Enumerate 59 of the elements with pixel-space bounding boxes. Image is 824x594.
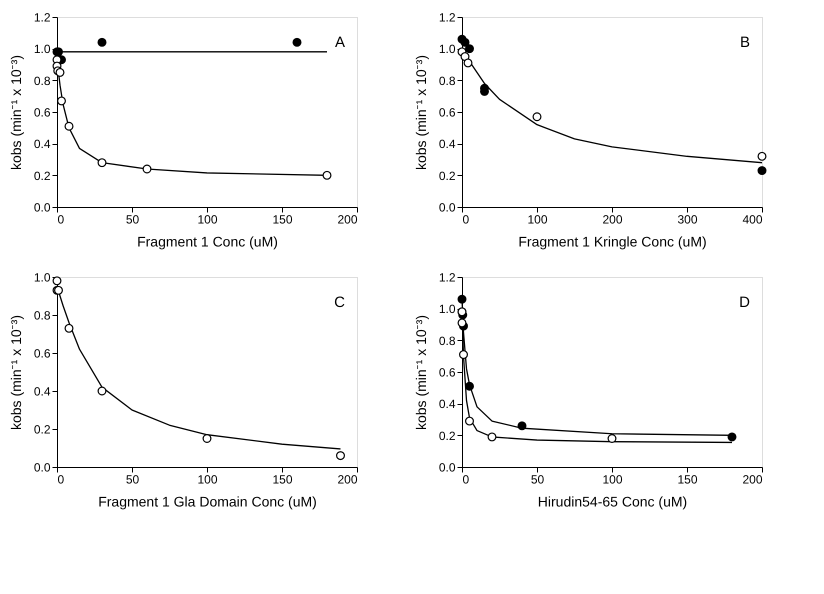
y-tick-label: 0.0 <box>438 200 456 214</box>
x-tick-label: 50 <box>126 472 140 486</box>
y-tick-label: 1.2 <box>438 270 456 284</box>
y-tick-label: 0.6 <box>34 346 51 360</box>
annotation: C <box>334 294 346 311</box>
y-tick-label: 0.4 <box>438 137 456 152</box>
annotation: A <box>334 34 345 51</box>
x-tick-label: 200 <box>742 472 763 486</box>
x-tick-label: 200 <box>337 472 358 486</box>
y-axis-title: kobs (min⁻¹ x 10⁻³) <box>8 54 24 170</box>
x-tick-label: 0 <box>462 212 470 226</box>
y-axis-title: kobs (min⁻¹ x 10⁻³) <box>8 314 24 430</box>
y-tick-label: 0.6 <box>438 106 456 120</box>
y-tick-label: 0.6 <box>438 366 456 380</box>
y-tick-label: 0.0 <box>34 460 51 474</box>
y-tick-label: 1.2 <box>34 10 51 24</box>
y-tick-label: 0.0 <box>438 460 456 474</box>
x-tick-label: 200 <box>602 212 623 226</box>
x-tick-label: 300 <box>677 212 698 226</box>
x-axis-title: Fragment 1 Gla Domain Conc (uM) <box>98 494 317 510</box>
y-tick-label: 0.2 <box>438 168 456 183</box>
x-tick-label: 100 <box>197 212 218 226</box>
y-tick-label: 0.8 <box>34 74 51 88</box>
y-axis-title: kobs (min⁻¹ x 10⁻³) <box>412 314 429 430</box>
x-tick-label: 0 <box>58 212 64 226</box>
y-tick-label: 0.0 <box>34 200 51 214</box>
x-tick-label: 150 <box>272 212 293 226</box>
annotation: B <box>740 34 750 51</box>
x-tick-label: 50 <box>126 212 140 226</box>
y-tick-label: 1.0 <box>438 42 456 56</box>
y-tick-label: 0.2 <box>438 428 456 443</box>
x-axis-title: Fragment 1 Kringle Conc (uM) <box>518 234 707 250</box>
x-axis-title: Hirudin54-65 Conc (uM) <box>538 494 688 510</box>
x-tick-label: 0 <box>462 472 470 486</box>
x-tick-label: 150 <box>677 472 698 486</box>
y-tick-label: 0.8 <box>438 74 456 88</box>
y-tick-label: 0.2 <box>34 422 51 436</box>
x-tick-label: 100 <box>527 212 548 226</box>
y-tick-label: 0.4 <box>438 397 456 412</box>
x-tick-label: 100 <box>197 472 218 486</box>
y-tick-label: 0.2 <box>34 168 51 183</box>
y-tick-label: 0.8 <box>34 308 51 322</box>
x-tick-label: 400 <box>742 212 763 226</box>
y-tick-label: 0.4 <box>34 384 51 398</box>
y-tick-label: 1.0 <box>34 42 51 56</box>
x-tick-label: 200 <box>337 212 358 226</box>
y-tick-label: 0.6 <box>34 106 51 120</box>
x-tick-label: 150 <box>272 472 293 486</box>
y-tick-label: 1.2 <box>438 10 456 24</box>
y-axis-title: kobs (min⁻¹ x 10⁻³) <box>412 54 429 170</box>
x-axis-title: Fragment 1 Conc (uM) <box>137 234 278 250</box>
y-tick-label: 0.4 <box>34 137 51 152</box>
x-tick-label: 100 <box>602 472 623 486</box>
y-tick-label: 0.8 <box>438 334 456 348</box>
x-tick-label: 50 <box>530 472 544 486</box>
y-tick-label: 1.0 <box>438 302 456 316</box>
x-tick-label: 0 <box>58 472 64 486</box>
annotation: D <box>739 294 750 311</box>
y-tick-label: 1.0 <box>34 270 51 284</box>
